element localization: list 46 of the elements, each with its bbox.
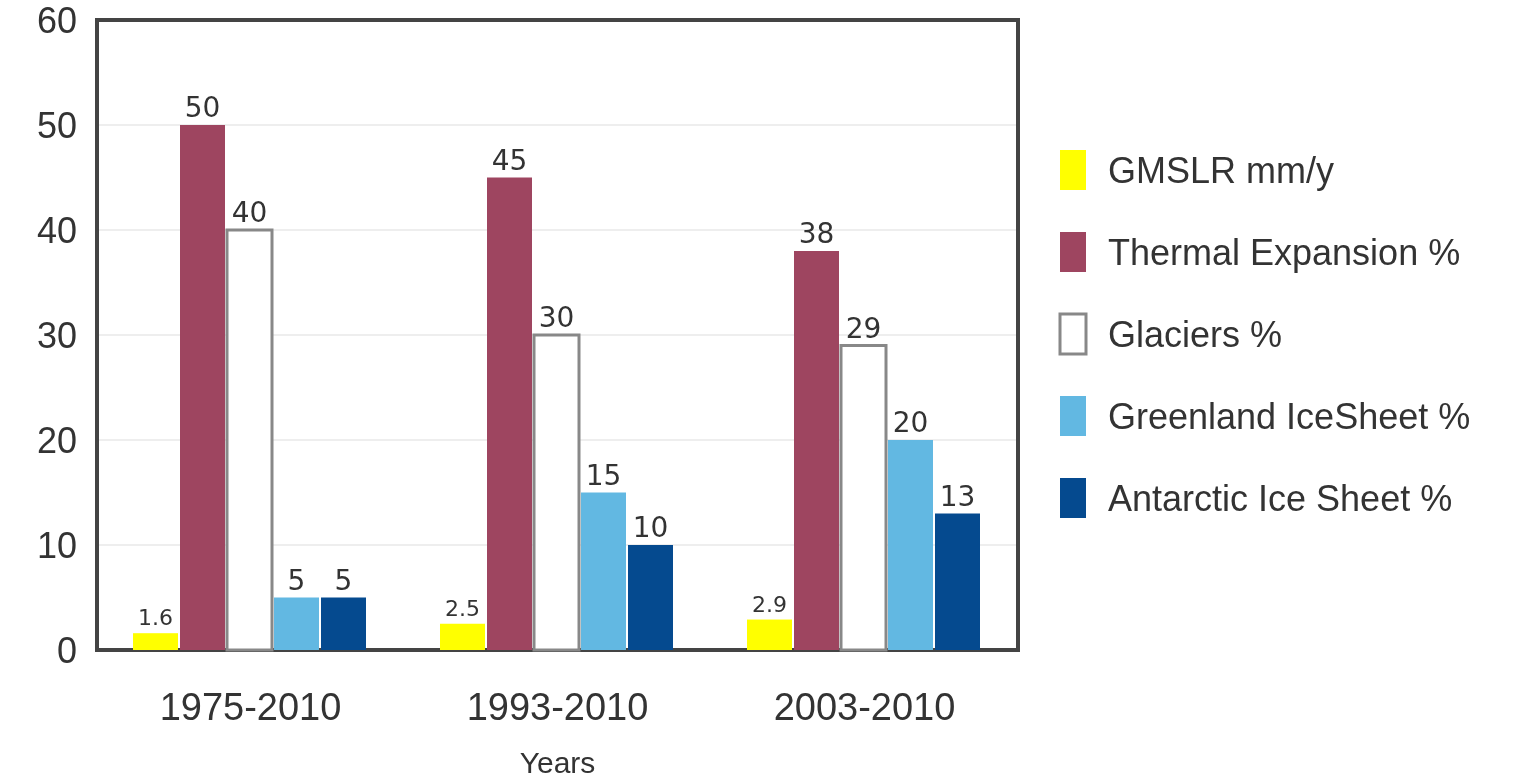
data-label: 2.9: [752, 591, 787, 617]
legend-label: Antarctic Ice Sheet %: [1108, 477, 1453, 519]
y-tick-label: 30: [36, 314, 77, 356]
data-label: 2.5: [445, 595, 480, 621]
bar: [487, 177, 532, 650]
data-label: 50: [184, 91, 221, 124]
y-tick-label: 50: [36, 104, 77, 146]
x-tick-label: 1975-2010: [159, 686, 342, 728]
legend-label: Glaciers %: [1108, 313, 1283, 355]
bar: [440, 623, 485, 650]
bar: [888, 440, 933, 650]
bar: [747, 619, 792, 650]
bar: [532, 333, 581, 652]
x-tick-label: 1993-2010: [466, 686, 649, 728]
bar: [180, 125, 225, 650]
y-tick-label: 10: [36, 524, 77, 566]
bar: [321, 597, 366, 650]
data-label: 45: [491, 143, 528, 177]
bar: [794, 251, 839, 650]
x-tick-label: 2003-2010: [773, 686, 956, 728]
data-label: 38: [798, 217, 835, 250]
y-tick-label: 0: [56, 629, 77, 671]
bar: [839, 344, 888, 652]
y-tick-label: 20: [36, 419, 77, 461]
data-label: 40: [231, 196, 268, 229]
data-label: 10: [632, 511, 669, 544]
data-label: 30: [538, 301, 575, 334]
bar: [225, 228, 274, 652]
data-label: 13: [939, 479, 976, 513]
y-tick-label: 40: [36, 209, 77, 251]
data-label: 20: [892, 406, 929, 439]
bar: [133, 633, 178, 650]
x-axis-title: Years: [519, 746, 596, 777]
data-label: 15: [585, 458, 622, 492]
data-label: 29: [845, 311, 882, 345]
legend-label: Thermal Expansion %: [1108, 231, 1461, 273]
legend-label: GMSLR mm/y: [1108, 149, 1335, 191]
data-label: 1.6: [138, 605, 173, 631]
bar: [628, 545, 673, 650]
legend-label: Greenland IceSheet %: [1108, 395, 1471, 437]
y-tick-label: 60: [36, 0, 77, 41]
data-label: 5: [287, 563, 306, 597]
bar: [581, 492, 626, 650]
bar: [935, 513, 980, 650]
data-label: 5: [334, 563, 353, 597]
bar: [274, 597, 319, 650]
